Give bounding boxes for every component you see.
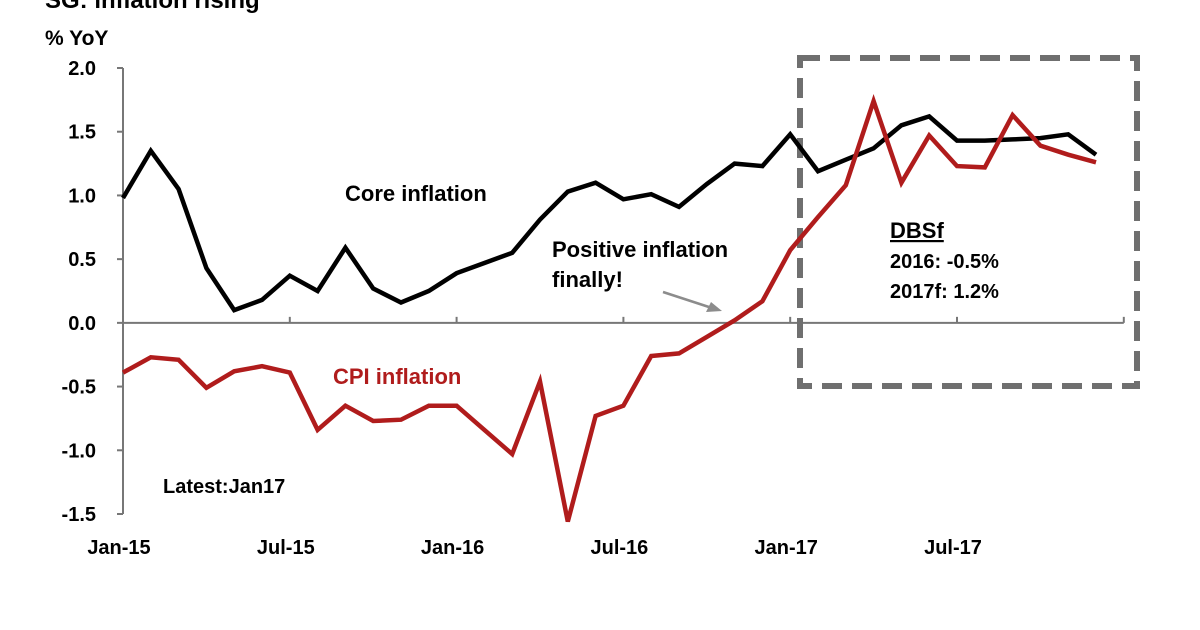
x-tick-labels: Jan-15 Jul-15 Jan-16 Jul-16 Jan-17 Jul-17	[87, 537, 982, 559]
x-tick-label: Jan-17	[755, 537, 818, 559]
y-tick-label: -1.0	[62, 440, 96, 462]
dbs-forecast-2016: 2016: -0.5%	[890, 251, 999, 273]
y-tick-label: -0.5	[62, 377, 96, 399]
x-tick-label: Jan-15	[87, 537, 150, 559]
core-inflation-line	[121, 113, 1098, 313]
cpi-inflation-line	[121, 94, 1097, 523]
x-tick-label: Jul-16	[590, 537, 648, 559]
y-tick-label: -1.5	[62, 504, 96, 526]
y-tick-label: 0.0	[68, 313, 96, 335]
x-tick-label: Jul-17	[924, 537, 982, 559]
x-tick-label: Jul-15	[257, 537, 315, 559]
forecast-box	[797, 55, 1140, 389]
y-tick-label: 1.0	[68, 185, 96, 207]
positive-inflation-note-line2: finally!	[552, 267, 623, 292]
y-axis-unit-label: % YoY	[45, 27, 108, 50]
x-tick-label: Jan-16	[421, 537, 484, 559]
y-tick-label: 1.5	[68, 122, 96, 144]
core-inflation-label: Core inflation	[345, 181, 487, 206]
dbs-forecast-title: DBSf	[890, 218, 944, 243]
dbs-forecast-2017: 2017f: 1.2%	[890, 281, 999, 303]
positive-inflation-note-line1: Positive inflation	[552, 237, 728, 262]
chart-title: SG: inflation rising	[45, 0, 260, 14]
y-tick-labels: 2.0 1.5 1.0 0.5 0.0 -0.5 -1.0 -1.5	[62, 58, 96, 526]
annotation-arrow	[662, 290, 722, 312]
y-tick-label: 0.5	[68, 249, 96, 271]
cpi-inflation-label: CPI inflation	[333, 364, 461, 389]
latest-data-note: Latest:Jan17	[163, 476, 285, 498]
y-tick-label: 2.0	[68, 58, 96, 80]
series-lines	[121, 94, 1098, 523]
axes	[117, 67, 1125, 515]
